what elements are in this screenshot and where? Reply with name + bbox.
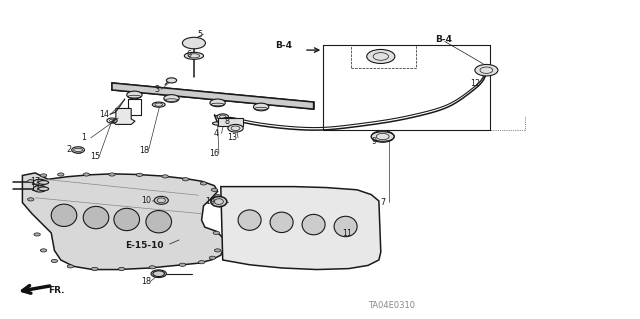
Circle shape: [253, 103, 269, 111]
Circle shape: [28, 198, 34, 201]
Circle shape: [33, 186, 46, 192]
Ellipse shape: [218, 117, 241, 126]
Text: 5: 5: [197, 30, 202, 39]
Text: 13: 13: [227, 133, 237, 142]
Circle shape: [162, 175, 168, 178]
Ellipse shape: [334, 216, 357, 237]
Ellipse shape: [238, 210, 261, 230]
Circle shape: [166, 78, 177, 83]
Circle shape: [40, 174, 47, 177]
Text: 16: 16: [209, 149, 220, 158]
Ellipse shape: [212, 122, 223, 125]
Text: 4: 4: [214, 129, 219, 138]
Polygon shape: [22, 173, 224, 270]
Circle shape: [151, 270, 166, 278]
Circle shape: [371, 131, 394, 142]
Text: 19: 19: [205, 197, 215, 206]
Circle shape: [136, 173, 143, 176]
Ellipse shape: [83, 206, 109, 229]
Text: 14: 14: [99, 110, 109, 119]
Text: B-4: B-4: [435, 35, 452, 44]
Circle shape: [34, 233, 40, 236]
Text: 6: 6: [186, 50, 191, 59]
Polygon shape: [112, 108, 135, 124]
Circle shape: [83, 173, 90, 176]
Text: 12: 12: [470, 79, 480, 88]
Text: 17: 17: [30, 184, 40, 193]
Circle shape: [28, 180, 34, 183]
Circle shape: [211, 188, 218, 191]
Circle shape: [179, 263, 186, 266]
Ellipse shape: [51, 204, 77, 226]
Ellipse shape: [38, 181, 49, 184]
Bar: [351, 45, 416, 68]
Circle shape: [210, 99, 225, 107]
Circle shape: [127, 91, 142, 99]
Circle shape: [118, 267, 125, 271]
Polygon shape: [221, 187, 381, 270]
Circle shape: [33, 179, 46, 186]
Circle shape: [198, 261, 205, 264]
Circle shape: [67, 265, 74, 268]
Text: B-4: B-4: [275, 41, 292, 50]
Circle shape: [214, 249, 221, 252]
Ellipse shape: [270, 212, 293, 233]
Circle shape: [164, 95, 179, 102]
Polygon shape: [112, 83, 314, 109]
Ellipse shape: [146, 211, 172, 233]
Ellipse shape: [211, 197, 227, 207]
Circle shape: [72, 147, 84, 153]
Circle shape: [109, 173, 115, 176]
Circle shape: [182, 178, 189, 181]
Circle shape: [209, 256, 216, 259]
Ellipse shape: [114, 208, 140, 231]
Circle shape: [51, 259, 58, 263]
Text: E-15-10: E-15-10: [125, 241, 163, 250]
Circle shape: [367, 49, 395, 63]
Text: 18: 18: [141, 277, 151, 286]
Circle shape: [228, 124, 243, 132]
Ellipse shape: [302, 214, 325, 235]
Text: 3: 3: [154, 85, 159, 94]
Text: FR.: FR.: [48, 286, 65, 295]
Text: 17: 17: [30, 177, 40, 186]
Circle shape: [58, 173, 64, 176]
Ellipse shape: [38, 187, 49, 191]
Circle shape: [92, 267, 98, 271]
Circle shape: [213, 231, 220, 234]
Text: 11: 11: [342, 229, 352, 238]
Text: 18: 18: [139, 146, 149, 155]
Circle shape: [475, 64, 498, 76]
Text: 1: 1: [81, 133, 86, 142]
Circle shape: [149, 266, 156, 269]
Circle shape: [182, 37, 205, 49]
Text: TA04E0310: TA04E0310: [368, 301, 415, 310]
Text: 9: 9: [372, 137, 377, 146]
Text: 8: 8: [225, 117, 230, 126]
Text: 7: 7: [380, 198, 385, 207]
Ellipse shape: [217, 114, 228, 120]
Ellipse shape: [152, 102, 165, 107]
Text: 15: 15: [90, 152, 100, 161]
Text: 10: 10: [141, 197, 151, 205]
Circle shape: [214, 195, 221, 198]
Ellipse shape: [184, 52, 204, 59]
Circle shape: [200, 182, 207, 185]
Circle shape: [40, 249, 47, 252]
Ellipse shape: [154, 197, 168, 204]
Bar: [218, 118, 243, 126]
Text: 2: 2: [67, 145, 72, 154]
